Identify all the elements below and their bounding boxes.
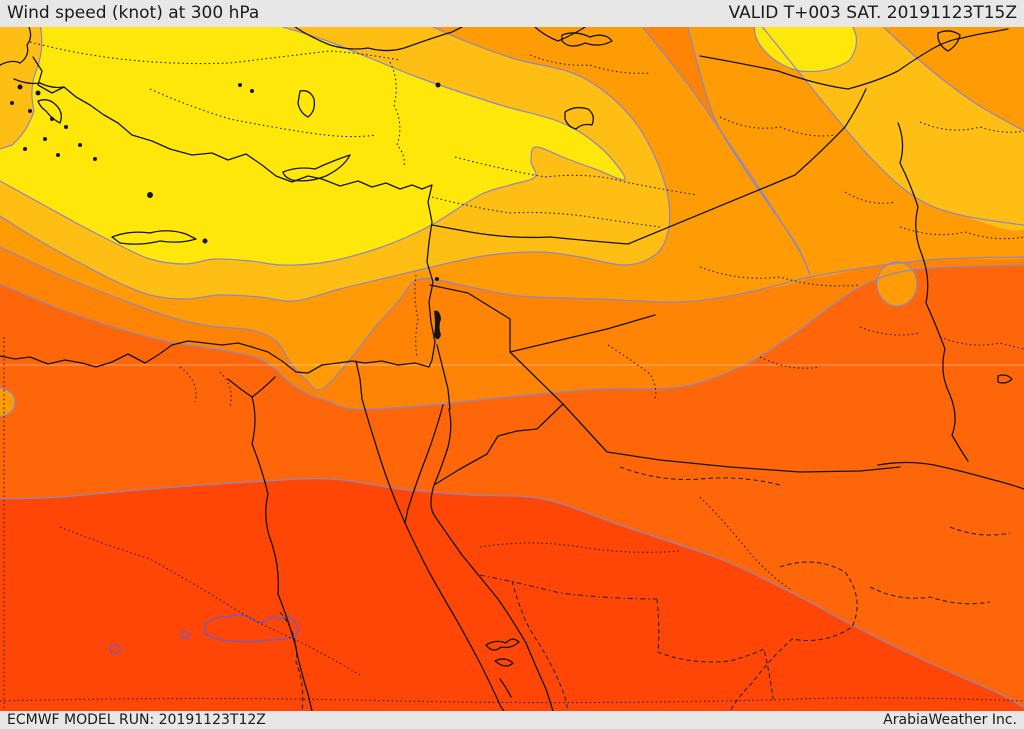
map-area [0,27,1024,711]
map-title: Wind speed (knot) at 300 hPa [7,3,260,23]
coastlines-borders [0,27,1024,711]
provider-label: ArabiaWeather Inc. [883,711,1017,728]
admin-boundaries [0,41,1024,711]
map-header: Wind speed (knot) at 300 hPa VALID T+003… [0,0,1024,27]
map-footer: ECMWF MODEL RUN: 20191123T12Z ArabiaWeat… [0,711,1024,729]
valid-time: VALID T+003 SAT. 20191123T15Z [728,3,1017,23]
wind-speed-bands [0,27,1024,711]
high-wind-core [109,614,299,655]
model-run-label: ECMWF MODEL RUN: 20191123T12Z [7,711,266,728]
weather-map-svg [0,27,1024,711]
